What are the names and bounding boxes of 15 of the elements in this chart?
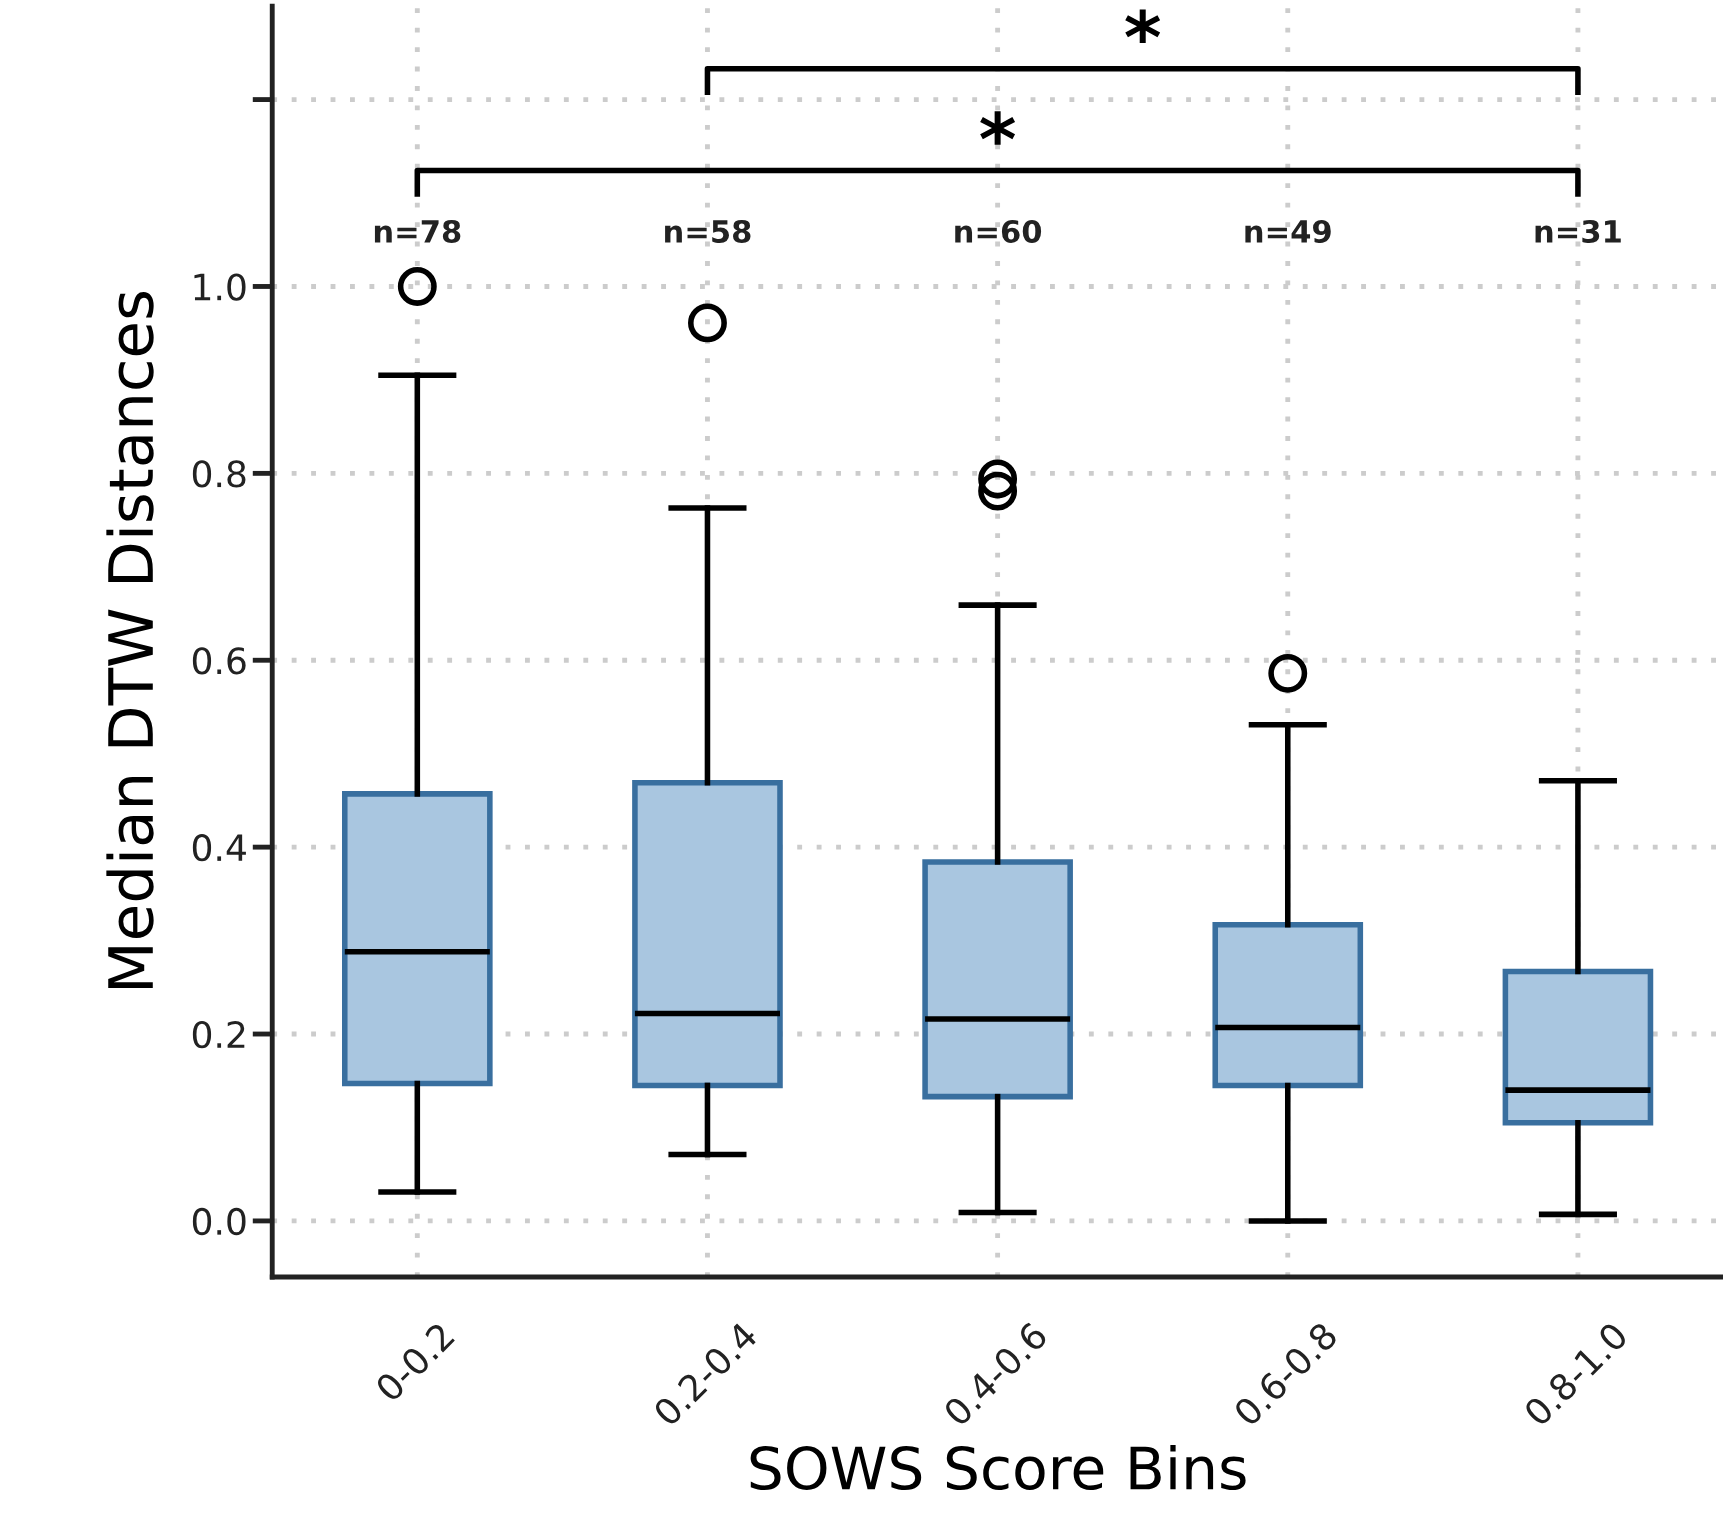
annotation: n=49 bbox=[1245, 219, 1331, 243]
annotation: n=31 bbox=[1535, 219, 1621, 243]
y-tick-label: 0.6 bbox=[192, 647, 246, 675]
annotation: n=60 bbox=[955, 219, 1042, 243]
y-tick-label: 0.8 bbox=[192, 460, 246, 488]
annotation: n=58 bbox=[665, 219, 751, 243]
y-tick-label: 1.0 bbox=[194, 273, 246, 301]
annotation: * bbox=[980, 111, 1016, 145]
annotation: * bbox=[1125, 9, 1161, 43]
y-tick-label: 0.4 bbox=[192, 834, 246, 862]
x-axis-title: SOWS Score Bins bbox=[750, 1444, 1246, 1491]
y-tick-label: 0.2 bbox=[192, 1020, 245, 1049]
y-tick-label: 0.0 bbox=[192, 1207, 246, 1236]
annotation: n=78 bbox=[374, 219, 461, 243]
y-axis-title: Median DTW Distances bbox=[106, 292, 154, 989]
